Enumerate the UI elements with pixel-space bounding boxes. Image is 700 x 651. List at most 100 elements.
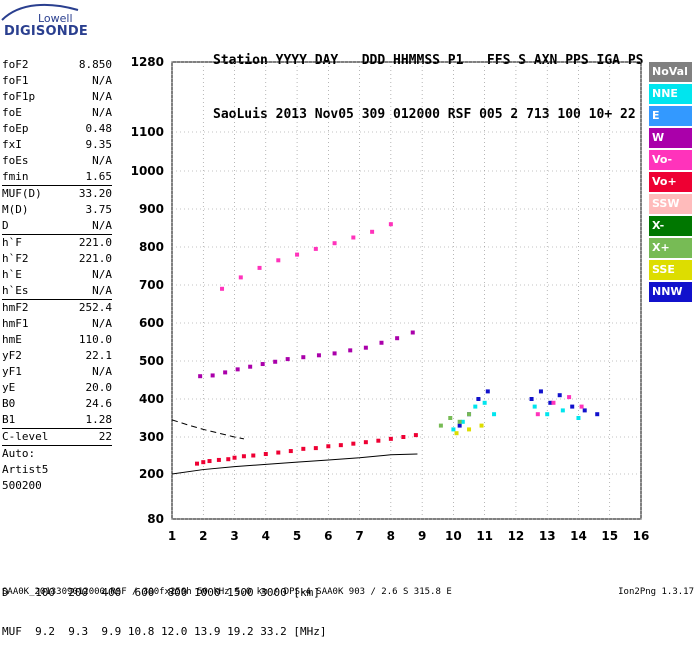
data-point — [198, 374, 203, 379]
logo-lowell: Lowell — [38, 12, 73, 25]
data-point — [248, 364, 253, 369]
param-row: yF1 N/A — [2, 364, 112, 380]
param-row: foEs N/A — [2, 153, 112, 169]
param-name: h`F — [2, 236, 22, 249]
x-tick-label: 1 — [168, 529, 176, 543]
data-point — [285, 357, 290, 362]
param-name: B1 — [2, 413, 16, 426]
data-point — [529, 397, 534, 401]
legend-item: E — [649, 106, 692, 126]
data-point — [223, 370, 228, 375]
data-point — [567, 395, 572, 400]
param-row: foF2 8.850 — [2, 57, 112, 73]
legend-item: X+ — [649, 238, 692, 258]
x-tick-label: 5 — [293, 529, 301, 543]
param-name: h`E — [2, 268, 22, 281]
data-point — [273, 359, 278, 364]
data-point — [557, 393, 562, 398]
param-row: fxI 9.35 — [2, 137, 112, 153]
param-row: 500200 — [2, 478, 112, 494]
param-name: foF1p — [2, 90, 36, 103]
y-tick-label: 800 — [139, 240, 164, 254]
x-tick-label: 14 — [570, 529, 587, 543]
param-value: 221.0 — [78, 252, 112, 265]
data-point — [460, 419, 465, 424]
data-point — [467, 427, 472, 432]
data-point — [595, 412, 600, 417]
param-row: hmE 110.0 — [2, 332, 112, 348]
data-point — [457, 419, 462, 424]
param-value: 33.20 — [78, 187, 112, 200]
data-point — [295, 252, 300, 257]
param-row: foF1p N/A — [2, 89, 112, 105]
param-name: 500200 — [2, 479, 42, 492]
data-point — [316, 353, 321, 358]
y-tick-label: 200 — [139, 467, 164, 481]
data-point — [216, 457, 221, 462]
param-row: Artist5 — [2, 462, 112, 478]
legend-item: W — [649, 128, 692, 148]
data-point — [238, 275, 243, 280]
logo-digisonde: DIGISONDE — [4, 24, 88, 39]
data-point — [326, 444, 331, 449]
y-tick-label: 80 — [147, 512, 164, 526]
param-row: C-level 22 — [2, 428, 112, 445]
data-point — [545, 412, 550, 417]
data-point — [388, 222, 393, 227]
data-point — [301, 446, 306, 451]
data-point — [401, 435, 406, 439]
param-row: B0 24.6 — [2, 396, 112, 412]
param-name: Artist5 — [2, 463, 49, 476]
data-point — [220, 286, 225, 291]
data-point — [226, 457, 231, 462]
data-point — [363, 440, 368, 445]
data-point — [376, 438, 381, 443]
legend-item: SSW — [649, 194, 692, 214]
param-name: foEs — [2, 154, 29, 167]
data-point — [301, 355, 306, 360]
data-point — [276, 450, 281, 455]
muf-row: MUF 9.2 9.3 9.9 10.8 12.0 13.9 19.2 33.2… — [2, 625, 327, 638]
param-name: foF2 — [2, 58, 29, 71]
data-point — [479, 423, 484, 428]
legend-item: Vo+ — [649, 172, 692, 192]
param-name: foE — [2, 106, 22, 119]
param-value: N/A — [92, 154, 112, 167]
param-value: N/A — [92, 284, 112, 297]
y-tick-label: 1280 — [131, 55, 164, 69]
data-point — [313, 246, 318, 251]
data-point — [576, 416, 581, 420]
x-tick-label: 16 — [633, 529, 650, 543]
param-row: foF1 N/A — [2, 73, 112, 89]
param-name: fxI — [2, 138, 22, 151]
data-point — [395, 336, 400, 341]
data-point — [570, 404, 575, 409]
param-name: foEp — [2, 122, 29, 135]
param-value: 24.6 — [85, 397, 113, 410]
header-row-labels: Station YYYY DAY DDD HHMMSS P1 FFS S AXN… — [213, 53, 644, 68]
param-row: Auto: — [2, 445, 112, 462]
param-name: M(D) — [2, 203, 29, 216]
y-tick-label: 1100 — [131, 125, 164, 139]
data-point — [288, 449, 293, 454]
param-row: MUF(D) 33.20 — [2, 185, 112, 202]
x-tick-label: 12 — [508, 529, 525, 543]
legend-item: NNE — [649, 84, 692, 104]
param-value: 110.0 — [78, 333, 112, 346]
data-point — [363, 345, 368, 350]
header-row-values: SaoLuis 2013 Nov05 309 012000 RSF 005 2 … — [213, 107, 636, 122]
param-row: h`F 221.0 — [2, 234, 112, 251]
param-value: 22.1 — [85, 349, 113, 362]
param-row: h`E N/A — [2, 267, 112, 283]
station-header: Station YYYY DAY DDD HHMMSS P1 FFS S AXN… — [213, 16, 643, 142]
param-row: B1 1.28 — [2, 412, 112, 428]
digisonde-logo: Lowell DIGISONDE — [0, 0, 88, 46]
data-point — [313, 446, 318, 451]
data-point — [332, 351, 337, 356]
data-point — [232, 455, 237, 460]
data-point — [388, 436, 393, 441]
legend-item: X- — [649, 216, 692, 236]
param-name: yF2 — [2, 349, 22, 362]
data-point — [582, 408, 587, 413]
data-point — [454, 431, 459, 436]
